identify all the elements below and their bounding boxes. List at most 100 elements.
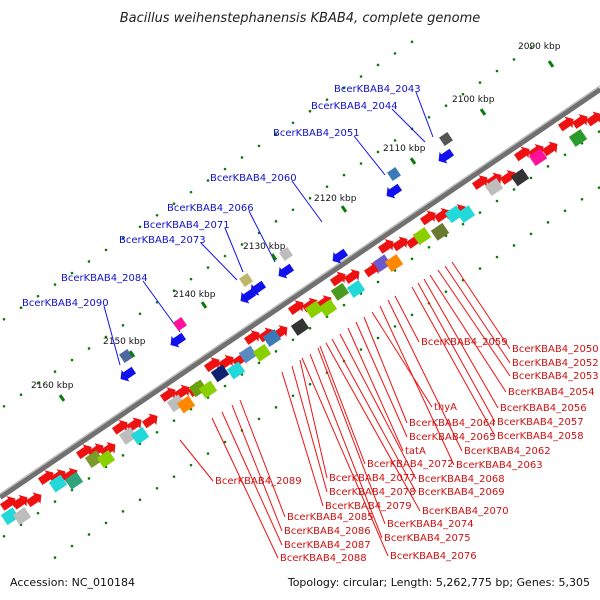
guide-dot [342, 173, 346, 177]
guide-dot [597, 130, 600, 133]
forward-leader-line [347, 327, 404, 452]
gene-label-bcerkbab4-2051[interactable]: BcerKBAB4_2051 [273, 128, 360, 139]
guide-dot [478, 211, 482, 214]
gene-label-bcerkbab4-2076[interactable]: BcerKBAB4_2076 [390, 551, 477, 562]
gene-label-bcerkbab4-2059[interactable]: BcerKBAB4_2059 [421, 337, 508, 348]
gene-label-bcerkbab4-2052[interactable]: BcerKBAB4_2052 [512, 358, 599, 369]
guide-dot [240, 156, 244, 159]
guide-dot [478, 267, 482, 270]
guide-dot [546, 221, 550, 224]
scale-tick [128, 350, 136, 358]
forward-leader-line [309, 353, 383, 539]
cog-block [304, 300, 324, 319]
cog-block [198, 380, 218, 399]
reverse-leader-line [224, 227, 244, 273]
gene-label-bcerkbab4-2066[interactable]: BcerKBAB4_2066 [167, 203, 254, 214]
forward-gene-arrow [363, 262, 380, 278]
gene-label-bcerkbab4-2050[interactable]: BcerKBAB4_2050 [512, 344, 599, 355]
gene-label-bcerkbab4-2086[interactable]: BcerKBAB4_2086 [284, 526, 371, 537]
gene-label-bcerkbab4-2089[interactable]: BcerKBAB4_2089 [215, 476, 302, 487]
guide-dot [359, 75, 363, 78]
forward-leader-line [417, 282, 496, 423]
gene-label-thya[interactable]: thyA [434, 402, 457, 413]
gene-label-bcerkbab4-2064[interactable]: BcerKBAB4_2064 [409, 418, 496, 429]
gene-label-bcerkbab4-2079[interactable]: BcerKBAB4_2079 [325, 501, 412, 512]
gene-label-bcerkbab4-2078[interactable]: BcerKBAB4_2078 [329, 487, 416, 498]
guide-dot [223, 384, 227, 388]
scale-label-2140: 2140 kbp [173, 290, 216, 300]
guide-dot [121, 510, 125, 513]
gene-label-bcerkbab4-2088[interactable]: BcerKBAB4_2088 [280, 553, 367, 564]
gene-label-bcerkbab4-2068[interactable]: BcerKBAB4_2068 [418, 474, 505, 485]
gene-label-bcerkbab4-2044[interactable]: BcerKBAB4_2044 [311, 101, 398, 112]
guide-dot [189, 277, 193, 281]
cog-block [412, 227, 432, 245]
forward-leader-line [387, 299, 463, 452]
guide-dot [495, 199, 499, 203]
guide-dot [325, 185, 329, 188]
guide-dot [410, 313, 414, 317]
gene-label-bcerkbab4-2074[interactable]: BcerKBAB4_2074 [387, 519, 474, 530]
gene-label-bcerkbab4-2060[interactable]: BcerKBAB4_2060 [210, 173, 297, 184]
gene-label-bcerkbab4-2043[interactable]: BcerKBAB4_2043 [334, 84, 421, 95]
gene-label-bcerkbab4-2073[interactable]: BcerKBAB4_2073 [119, 235, 206, 246]
gene-label-bcerkbab4-2077[interactable]: BcerKBAB4_2077 [329, 473, 416, 484]
guide-dot [546, 165, 550, 168]
forward-gene-arrow [513, 146, 530, 162]
guide-dot [206, 266, 210, 269]
cog-block [528, 148, 548, 167]
gene-label-bcerkbab4-2053[interactable]: BcerKBAB4_2053 [512, 371, 599, 382]
gene-label-bcerkbab4-2090[interactable]: BcerKBAB4_2090 [22, 298, 109, 309]
forward-gene-arrow [37, 470, 54, 485]
gene-label-tata[interactable]: tatA [405, 446, 426, 457]
guide-dot [393, 325, 397, 328]
forward-gene-arrow [391, 236, 408, 252]
gene-label-bcerkbab4-2072[interactable]: BcerKBAB4_2072 [367, 459, 454, 470]
guide-dot [376, 150, 380, 154]
guide-dot [291, 394, 295, 398]
forward-gene-arrow [75, 444, 92, 460]
guide-dot [529, 176, 533, 180]
cog-block [0, 507, 20, 526]
forward-leader-line [444, 265, 511, 364]
guide-dot [291, 338, 295, 342]
forward-leader-line [319, 345, 366, 465]
cog-block [384, 254, 404, 272]
cog-block [96, 450, 116, 468]
guide-dot [597, 186, 600, 189]
gene-label-bcerkbab4-2063[interactable]: BcerKBAB4_2063 [456, 460, 543, 471]
gene-label-bcerkbab4-2058[interactable]: BcerKBAB4_2058 [497, 431, 584, 442]
forward-gene-arrow [471, 175, 488, 190]
forward-leader-line [411, 286, 496, 437]
gene-label-bcerkbab4-2075[interactable]: BcerKBAB4_2075 [384, 533, 471, 544]
gene-label-bcerkbab4-2065[interactable]: BcerKBAB4_2065 [409, 432, 496, 443]
guide-dot [444, 104, 448, 108]
track-guides [2, 40, 600, 559]
gene-label-bcerkbab4-2054[interactable]: BcerKBAB4_2054 [508, 387, 595, 398]
gene-label-bcerkbab4-2087[interactable]: BcerKBAB4_2087 [284, 540, 371, 551]
forward-leader-line [355, 321, 408, 438]
forward-gene-arrow [111, 419, 128, 435]
gene-label-bcerkbab4-2069[interactable]: BcerKBAB4_2069 [418, 487, 505, 498]
gene-label-bcerkbab4-2071[interactable]: BcerKBAB4_2071 [143, 220, 230, 231]
scale-label-2130: 2130 kbp [243, 242, 286, 252]
gene-label-bcerkbab4-2056[interactable]: BcerKBAB4_2056 [500, 403, 587, 414]
guide-dot [410, 40, 414, 44]
reverse-leader-line [415, 91, 434, 138]
scale-tick [200, 301, 208, 309]
guide-dot [172, 289, 176, 292]
forward-gene-arrow [343, 269, 360, 284]
reverse-gene-arrow [438, 148, 455, 164]
gene-label-bcerkbab4-2062[interactable]: BcerKBAB4_2062 [464, 446, 551, 457]
gene-label-bcerkbab4-2070[interactable]: BcerKBAB4_2070 [422, 506, 509, 517]
gene-label-bcerkbab4-2085[interactable]: BcerKBAB4_2085 [287, 512, 374, 523]
guide-dot [529, 46, 533, 50]
guide-dot [53, 500, 57, 503]
guide-dot [87, 260, 91, 263]
gene-label-bcerkbab4-2084[interactable]: BcerKBAB4_2084 [61, 273, 148, 284]
guide-dot [206, 452, 210, 455]
reverse-gene-block [239, 273, 253, 287]
gene-label-bcerkbab4-2057[interactable]: BcerKBAB4_2057 [497, 417, 584, 428]
forward-leader-line [429, 274, 507, 393]
guide-dot [512, 244, 516, 247]
